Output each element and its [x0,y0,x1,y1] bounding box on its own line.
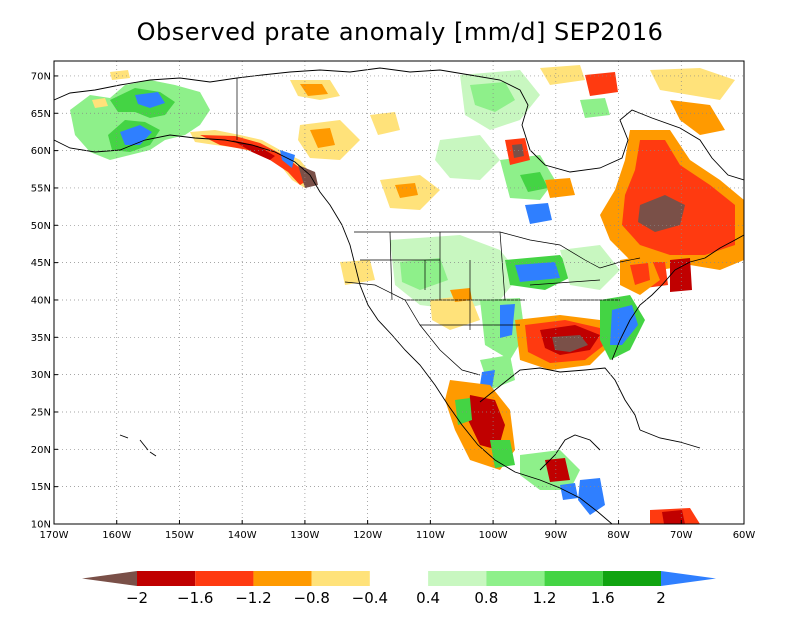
colorbar-tick-label: 1.2 [533,589,557,607]
colorbar-tick-label: −0.4 [352,589,388,607]
map-title: Observed prate anomaly [mm/d] SEP2016 [136,18,664,46]
lat-tick-label: 70N [31,71,51,82]
colorbar-segment [137,571,196,586]
colorbar-segment [428,571,487,586]
lat-tick-label: 50N [31,221,51,232]
colorbar-tick-label: 1.6 [591,589,615,607]
colorbar-segment [486,571,545,586]
colorbar-segment [602,571,661,586]
colorbar-tick-label: −1.6 [177,589,213,607]
colorbar-segment [311,571,370,586]
lat-tick-label: 10N [31,520,51,531]
colorbar-low-arrow [82,571,137,586]
colorbar: −2 −1.6 −1.2 −0.8 −0.4 0.4 0.8 1.2 1.6 2 [82,571,716,607]
lon-tick-label: 110W [416,530,445,541]
political-borders [236,78,641,376]
colorbar-segment [195,571,254,586]
lat-tick-label: 55N [31,183,51,194]
colorbar-high-arrow [661,571,716,586]
lat-tick-label: 30N [31,370,51,381]
colorbar-tick-label: 2 [656,589,666,607]
lon-tick-label: 140W [228,530,257,541]
lon-tick-label: 100W [479,530,508,541]
lon-tick-label: 80W [607,530,630,541]
lon-tick-label: 150W [165,530,194,541]
lat-tick-label: 20N [31,445,51,456]
lon-tick-label: 90W [545,530,568,541]
map-frame [53,60,745,525]
lon-tick-label: 160W [102,530,131,541]
colorbar-tick-label: −0.8 [293,589,329,607]
lat-tick-label: 25N [31,407,51,418]
lat-tick-label: 40N [31,295,51,306]
colorbar-tick-label: 0.8 [474,589,498,607]
lat-tick-label: 35N [31,333,51,344]
coastlines [54,67,744,524]
colorbar-tick-label: −2 [126,589,148,607]
colorbar-tick-label: −1.2 [235,589,271,607]
latitude-labels: 70N 65N 60N 55N 50N 45N 40N 35N 30N 25N 20N 15N 10N [31,71,58,531]
lon-tick-label: 170W [40,530,69,541]
colorbar-segment [369,571,429,586]
colorbar-segment [253,571,312,586]
colorbar-segment [544,571,603,586]
lat-tick-label: 15N [31,482,51,493]
graticule [53,61,745,525]
lon-tick-label: 70W [670,530,693,541]
longitude-labels: 170W 160W 150W 140W 130W 120W 110W 100W 90W 80W 70… [40,520,756,541]
lon-tick-label: 60W [733,530,756,541]
lon-tick-label: 120W [353,530,382,541]
lat-tick-label: 60N [31,146,51,157]
lon-tick-label: 130W [290,530,319,541]
lat-tick-label: 65N [31,109,51,120]
lat-tick-label: 45N [31,258,51,269]
anomaly-shading [70,65,744,524]
colorbar-tick-label: 0.4 [416,589,440,607]
